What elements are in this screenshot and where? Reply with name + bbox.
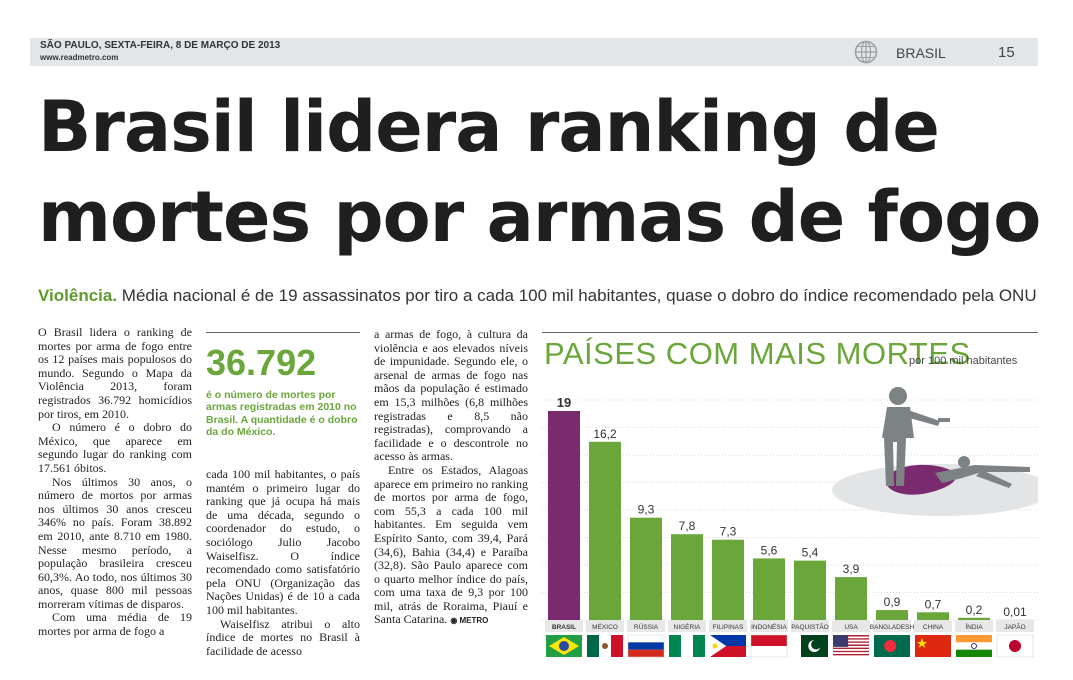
category-label: FILIPINAS: [713, 624, 744, 631]
article-column-1: O Brasil lidera o ranking de mortes por …: [38, 325, 192, 639]
paragraph: O número é o dobro do México, que aparec…: [38, 420, 192, 475]
category-label: MÉXICO: [592, 622, 618, 631]
value-label: 19: [557, 395, 571, 410]
category-label-bg: [832, 620, 870, 632]
paragraph: Nos últimos 30 anos, o número de mortos …: [38, 474, 192, 611]
category-label-bg: [545, 620, 583, 632]
section-label: BRASIL: [896, 45, 946, 61]
value-label: 0,7: [925, 597, 942, 611]
globe-icon: [854, 40, 878, 64]
chart-title: PAÍSES COM MAIS MORTES: [544, 336, 971, 371]
headline: Brasil lidera ranking de mortes por arma…: [38, 82, 1048, 262]
category-label-bg: [627, 620, 665, 632]
category-label-bg: [873, 620, 911, 632]
value-label: 5,6: [761, 543, 778, 557]
flag-icon: [833, 635, 869, 657]
chart-flags: [546, 634, 1034, 658]
bar-paquistão: [794, 560, 826, 620]
paragraph: O Brasil lidera o ranking de mortes por …: [38, 325, 192, 421]
chart-category-labels: BRASIL MÉXICO RÚSSIA NIGÉRIA FILIPINAS INDONÉ…: [545, 620, 1034, 632]
category-label: INDONÉSIA: [751, 622, 787, 631]
chart-divider: [542, 332, 1038, 333]
category-label-bg: [996, 620, 1034, 632]
category-label: ÍNDIA: [965, 622, 983, 631]
bar-méxico: [589, 441, 621, 620]
flag-icon: [627, 634, 665, 658]
value-label: 16,2: [593, 427, 617, 441]
value-label: 5,4: [802, 546, 819, 560]
flag-icon: [710, 635, 746, 657]
bar-usa: [835, 577, 867, 620]
category-label-bg: [750, 620, 788, 632]
stat-description: é o número de mortes por armas registrad…: [206, 389, 358, 439]
category-label: NIGÉRIA: [674, 622, 701, 631]
chart-subtitle: por 100 mil habitantes: [909, 355, 1018, 367]
date-text: SÃO PAULO, SEXTA-FEIRA, 8 DE MARÇO DE 20…: [40, 40, 281, 51]
category-label-bg: [955, 620, 993, 632]
chart-value-labels: 19 16,2 9,3 7,8 7,3 5,6 5,4 3,9 0,9 0,7 0,2 0,01: [557, 395, 1027, 619]
bar-chart: 19 16,2 9,3 7,8 7,3 5,6 5,4 3,9 0,9 0,7 0,2 0,01 BR…: [542, 387, 1038, 658]
category-label-bg: [668, 620, 706, 632]
dateline: SÃO PAULO, SEXTA-FEIRA, 8 DE MARÇO DE 20…: [40, 40, 280, 64]
headline-line-2: mortes por armas de fogo: [38, 176, 1041, 258]
kicker: Violência.: [38, 286, 118, 305]
paragraph: Waiselfisz atribui o alto índice de mort…: [206, 616, 360, 658]
paragraph: a armas de fogo, à cultura da violência …: [374, 327, 528, 464]
page-number: 15: [998, 44, 1015, 61]
value-label: 7,3: [720, 525, 737, 539]
bar-rússia: [630, 517, 662, 620]
value-label: 0,9: [884, 595, 901, 609]
flag-icon: [546, 635, 582, 657]
flag-icon: [587, 635, 623, 657]
bar-brasil: [548, 411, 580, 620]
category-label: PAQUISTÃO: [791, 622, 828, 631]
value-label: 0,2: [966, 603, 983, 617]
category-label: BANGLADESH: [870, 624, 915, 631]
signature-text: METRO: [459, 616, 489, 626]
value-label: 7,8: [679, 519, 696, 533]
bar-bangladesh: [876, 610, 908, 620]
subhead: Violência. Média nacional é de 19 assass…: [38, 286, 1048, 306]
category-label: USA: [844, 624, 858, 631]
category-label-bg: [709, 620, 747, 632]
paragraph-text: Entre os Estados, Alagoas aparece em pri…: [374, 462, 528, 627]
category-label-bg: [791, 620, 829, 632]
category-label: JAPÃO: [1004, 622, 1025, 631]
article-column-2: cada 100 mil habitantes, o país mantém o…: [206, 467, 360, 658]
value-label: 3,9: [843, 562, 860, 576]
category-label-bg: [914, 620, 952, 632]
bar-nigéria: [671, 534, 703, 620]
flag-icon: [750, 634, 788, 658]
headline-line-1: Brasil lidera ranking de: [38, 86, 940, 168]
subhead-text: Média nacional é de 19 assassinatos por …: [121, 286, 1037, 305]
flag-icon: [915, 635, 951, 657]
article-column-3: a armas de fogo, à cultura da violência …: [374, 327, 528, 628]
category-label: BRASIL: [552, 624, 576, 631]
stat-box: 36.792 é o número de mortes por armas re…: [206, 332, 360, 439]
metro-signature: ◉ METRO: [450, 616, 489, 626]
flag-icon: [956, 635, 992, 657]
value-label: 0,01: [1003, 605, 1027, 619]
category-label: CHINA: [923, 624, 944, 631]
flag-icon: [996, 634, 1034, 658]
value-label: 9,3: [638, 503, 655, 517]
chart-bars: [548, 411, 1031, 622]
flag-icon: [874, 635, 910, 657]
stat-number: 36.792: [206, 342, 317, 383]
bar-china: [917, 612, 949, 620]
paragraph: Com uma média de 19 mortes por arma de f…: [38, 610, 192, 639]
shooter-illustration: [832, 387, 1038, 516]
bar-índia: [958, 617, 990, 620]
category-label: RÚSSIA: [634, 622, 659, 631]
victim-figure: [935, 456, 1030, 488]
website-link[interactable]: www.readmetro.com: [40, 53, 119, 62]
bar-indonésia: [753, 558, 785, 620]
flag-icon: [669, 635, 705, 657]
bar-filipinas: [712, 539, 744, 620]
paragraph: cada 100 mil habitantes, o país mantém o…: [206, 467, 360, 617]
paragraph: Entre os Estados, Alagoas aparece em pri…: [374, 462, 528, 628]
category-label-bg: [586, 620, 624, 632]
shooter-figure: [882, 387, 950, 486]
flag-icon: [792, 635, 828, 657]
